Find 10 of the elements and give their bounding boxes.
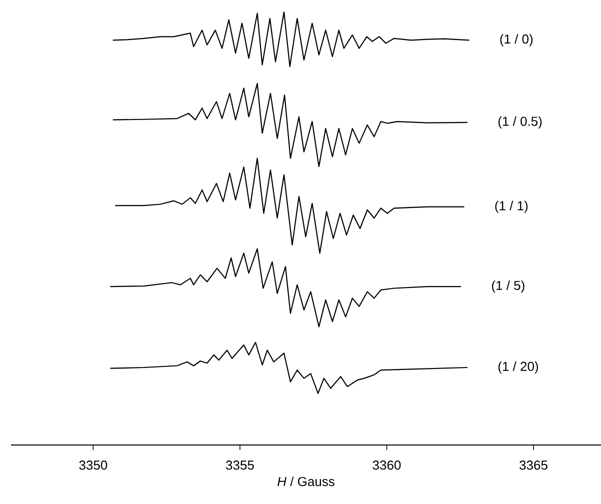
x-tick-label: 3360 [372,460,401,470]
x-tick-label: 3355 [226,460,254,470]
text: (1 / 1) [495,200,528,213]
x-axis-title: H / Gauss [278,476,334,486]
x-tick-label: 3350 [79,460,108,470]
x-tick-label: 3365 [520,460,548,470]
text: (1 / 20) [498,361,538,374]
text: (1 / 0) [500,34,533,46]
text: (1 / 0.5) [498,116,542,128]
text: (1 / 5) [492,280,524,293]
